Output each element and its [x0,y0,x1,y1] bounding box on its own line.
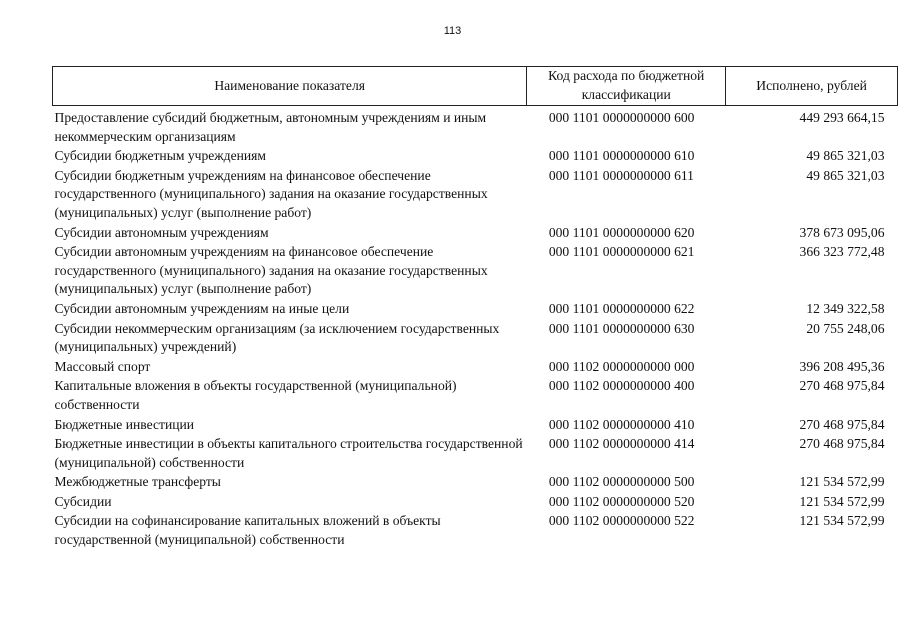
table-row: Предоставление субсидий бюджетным, автон… [53,106,898,147]
table-row: Межбюджетные трансферты 000 1102 00000000… [53,472,898,492]
cell-code: 000 1101 0000000000 620 [548,224,695,240]
cell-code: 000 1101 0000000000 600 [548,110,695,125]
cell-code: 000 1101 0000000000 630 [548,320,695,336]
cell-name: Предоставление субсидий бюджетным, автон… [54,110,487,144]
cell-name: Субсидии автономным учреждениям [54,224,269,240]
cell-amount: 449 293 664,15 [799,110,885,125]
budget-table: Наименование показателя Код расхода по б… [51,66,898,550]
table-row: Субсидии некоммерческим организациям (за… [53,319,898,357]
table-row: Массовый спорт 000 1102 0000000000 000 396… [53,357,898,377]
cell-code: 000 1102 0000000000 000 [548,358,695,374]
cell-code: 000 1101 0000000000 622 [548,300,695,316]
header-name: Наименование показателя [51,66,528,106]
cell-name: Капитальные вложения в объекты государст… [54,378,457,412]
cell-code: 000 1102 0000000000 500 [548,474,695,490]
cell-name: Субсидии автономным учреждениям на финан… [54,244,488,297]
cell-amount: 270 468 975,84 [799,416,885,432]
cell-name: Бюджетные инвестиции [54,416,195,432]
cell-code: 000 1102 0000000000 400 [548,378,695,394]
cell-amount: 49 865 321,03 [806,167,885,183]
cell-code: 000 1102 0000000000 520 [548,493,695,509]
table-row: Субсидии автономным учреждениям на финан… [53,242,898,299]
cell-amount: 396 208 495,36 [799,358,885,374]
cell-amount: 378 673 095,06 [799,224,885,240]
cell-name: Субсидии [54,493,112,509]
table-row: Субсидии на софинансирование капитальных… [53,511,898,549]
cell-name: Субсидии на софинансирование капитальных… [54,513,441,548]
cell-amount: 270 468 975,84 [799,378,885,394]
header-amount: Исполнено, рублей [725,66,898,106]
cell-amount: 12 349 322,58 [806,300,885,316]
cell-amount: 20 755 248,06 [806,320,885,336]
cell-code: 000 1101 0000000000 610 [548,148,695,164]
table-row: Субсидии автономным учреждениям на иные … [53,299,898,319]
table-row: Субсидии бюджетным учреждениям на финанс… [53,166,898,223]
table-row: Бюджетные инвестиции 000 1102 0000000000 … [53,415,898,435]
cell-name: Межбюджетные трансферты [54,474,221,490]
cell-amount: 270 468 975,84 [799,436,885,452]
page-number: 113 [443,25,462,37]
table-row: Бюджетные инвестиции в объекты капитальн… [53,434,898,472]
cell-code: 000 1101 0000000000 611 [548,167,694,183]
table-header: Наименование показателя Код расхода по б… [51,66,898,106]
table-row: Субсидии бюджетным учреждениям 000 1101 0… [53,146,898,166]
cell-code: 000 1102 0000000000 410 [548,416,695,432]
cell-amount: 366 323 772,48 [799,244,885,260]
cell-name: Субсидии бюджетным учреждениям на финанс… [54,167,488,220]
cell-amount: 121 534 572,99 [799,493,885,509]
cell-amount: 121 534 572,99 [799,513,885,529]
table-row: Капитальные вложения в объекты государст… [53,376,898,414]
cell-code: 000 1102 0000000000 522 [548,513,695,529]
table-row: Субсидии 000 1102 0000000000 520 121 534 5… [53,492,898,512]
cell-amount: 49 865 321,03 [806,148,885,164]
cell-name: Субсидии некоммерческим организациям (за… [54,320,500,355]
cell-amount: 121 534 572,99 [799,474,885,490]
cell-name: Бюджетные инвестиции в объекты капитальн… [54,436,523,470]
header-code: Код расхода по бюджетной классификации [526,66,727,106]
cell-name: Субсидии бюджетным учреждениям [54,148,267,164]
cell-name: Массовый спорт [54,358,151,374]
cell-code: 000 1102 0000000000 414 [548,436,695,452]
cell-name: Субсидии автономным учреждениям на иные … [54,300,350,316]
table-row: Субсидии автономным учреждениям 000 1101 … [53,223,898,243]
cell-code: 000 1101 0000000000 621 [548,244,695,260]
